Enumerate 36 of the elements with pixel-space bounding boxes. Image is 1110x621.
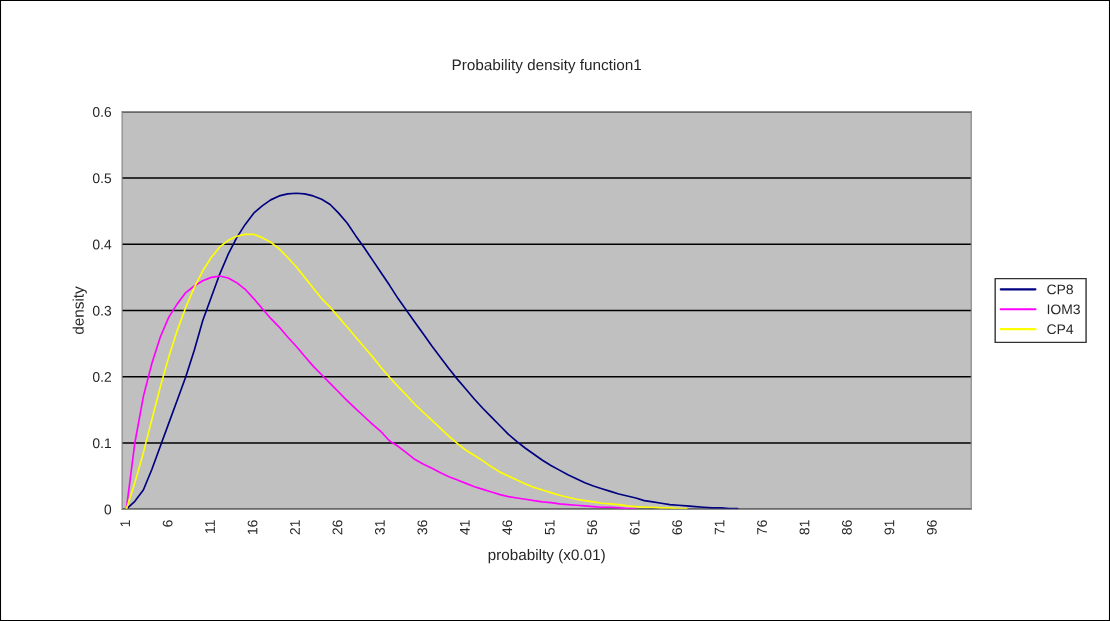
y-tick-label: 0.4: [92, 239, 112, 250]
y-tick-label: 0.2: [92, 372, 111, 382]
x-tick-label: 16: [247, 520, 258, 535]
x-tick-label: 61: [629, 520, 640, 535]
legend-label: CP8: [1047, 284, 1073, 295]
y-axis-title: density: [72, 286, 87, 335]
chart-title: Probability density function1: [452, 59, 642, 74]
x-tick-label: 21: [290, 520, 300, 535]
x-tick-label: 11: [205, 520, 215, 533]
x-tick-label: 51: [544, 520, 555, 535]
x-tick-label: 91: [884, 520, 895, 535]
x-tick-label: 26: [332, 520, 343, 535]
x-axis-title: probabilty (x0.01): [488, 548, 605, 564]
y-tick-label: 0.5: [92, 173, 112, 184]
x-tick-label: 46: [502, 520, 513, 535]
x-tick-label: 66: [672, 520, 683, 535]
line-series: [125, 233, 688, 510]
x-tick-label: 71: [714, 520, 725, 535]
x-tick-label: 81: [799, 520, 810, 535]
line-series: [125, 275, 637, 510]
x-tick-label: 36: [417, 520, 428, 535]
y-tick-label: 0: [104, 504, 112, 515]
legend-label: IOM3: [1047, 304, 1080, 315]
x-tick-label: 96: [926, 520, 937, 535]
x-tick-label: 1: [120, 520, 130, 527]
x-tick-label: 56: [587, 520, 598, 535]
x-tick-label: 86: [842, 520, 852, 535]
legend-label: CP4: [1047, 324, 1074, 335]
x-tick-label: 6: [162, 520, 173, 527]
x-tick-label: 76: [757, 520, 767, 535]
y-tick-label: 0.6: [92, 107, 112, 117]
y-tick-label: 0.3: [92, 305, 112, 316]
x-tick-label: 41: [460, 520, 470, 535]
y-tick-label: 0.1: [92, 438, 112, 449]
line-series: [125, 192, 739, 510]
x-tick-label: 31: [374, 520, 385, 535]
